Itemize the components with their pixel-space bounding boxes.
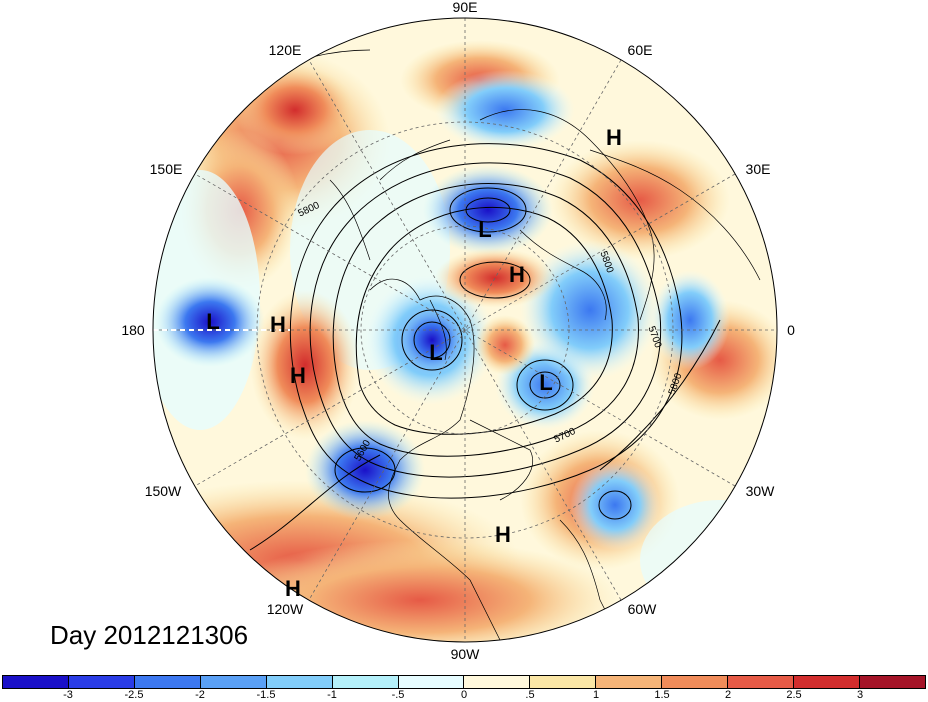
colorbar-tick-label: -.5	[391, 689, 405, 701]
pressure-center-label: H	[270, 312, 286, 337]
colorbar-swatch	[530, 676, 597, 688]
pressure-center-label: H	[290, 363, 306, 388]
colorbar-swatch	[200, 676, 267, 688]
colorbar-swatch	[596, 676, 663, 688]
pressure-center-label: H	[606, 125, 622, 150]
colorbar-swatch	[398, 676, 465, 688]
colorbar-swatch	[134, 676, 201, 688]
pressure-center-label: H	[285, 576, 301, 601]
lon-label-120w: 120W	[267, 601, 304, 617]
colorbar-swatch	[266, 676, 333, 688]
colorbar-swatch	[3, 676, 69, 688]
map-boundary	[152, 17, 778, 643]
colorbar-swatch	[728, 676, 795, 688]
pressure-center-label: L	[478, 217, 491, 242]
colorbar-tick-label: 1	[592, 689, 600, 701]
colorbar-swatch	[662, 676, 729, 688]
colorbar-tick-label: 3	[856, 689, 864, 701]
lon-label-150w: 150W	[145, 483, 182, 499]
lon-label-30w: 30W	[746, 483, 776, 499]
lon-label-120e: 120E	[269, 42, 302, 58]
pressure-center-label: H	[495, 522, 511, 547]
colorbar-ticks: -3 -2.5 -2 -1.5 -1 -.5 0 .5 1 1.5 2 2.5 3	[2, 689, 926, 702]
colorbar-tick-label: 2.5	[786, 689, 802, 701]
colorbar-tick-label: -1	[327, 689, 337, 701]
colorbar-tick-label: -3	[63, 689, 73, 701]
colorbar-tick-label: 2	[724, 689, 732, 701]
pressure-center-label: L	[429, 340, 442, 365]
pressure-center-label: L	[539, 370, 552, 395]
colorbar-tick-label: 0	[460, 689, 468, 701]
colorbar	[2, 675, 926, 689]
lon-label-180: 180	[121, 322, 145, 338]
colorbar-swatch	[332, 676, 399, 688]
lon-label-90w: 90W	[451, 646, 481, 662]
anomaly-field	[153, 18, 777, 642]
colorbar-swatch	[859, 676, 925, 688]
colorbar-swatch	[464, 676, 531, 688]
date-title: Day 2012121306	[50, 620, 249, 650]
lon-label-60w: 60W	[628, 601, 658, 617]
lon-label-30e: 30E	[746, 161, 771, 177]
lon-label-60e: 60E	[628, 42, 653, 58]
colorbar-tick-label: -2.5	[124, 689, 144, 701]
pressure-center-label: H	[509, 262, 525, 287]
colorbar-tick-label: .5	[525, 689, 535, 701]
colorbar-swatch	[68, 676, 135, 688]
lon-label-150e: 150E	[150, 161, 183, 177]
colorbar-tick-label: -2	[195, 689, 205, 701]
lon-label-90e: 90E	[453, 0, 478, 15]
colorbar-tick-label: 1.5	[654, 689, 670, 701]
colorbar-tick-label: -1.5	[256, 689, 276, 701]
pressure-center-label: L	[206, 309, 219, 334]
height-contours	[249, 143, 721, 551]
lon-label-0: 0	[787, 322, 795, 338]
colorbar-swatch	[794, 676, 860, 688]
